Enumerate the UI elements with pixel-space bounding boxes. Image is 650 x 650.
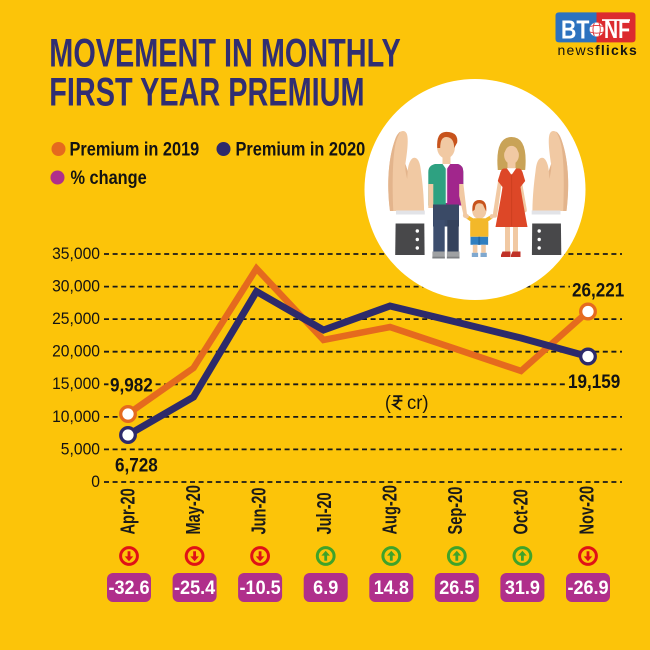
svg-text:0: 0: [91, 473, 100, 491]
svg-text:Jul-20: Jul-20: [313, 492, 336, 534]
svg-text:May-20: May-20: [182, 485, 205, 535]
svg-text:5,000: 5,000: [61, 440, 100, 458]
svg-text:Premium in 2020: Premium in 2020: [236, 138, 366, 159]
svg-text:(: (: [385, 391, 392, 413]
svg-text:14.8: 14.8: [374, 577, 409, 599]
svg-text:-32.6: -32.6: [108, 577, 149, 599]
svg-text:% change: % change: [71, 167, 147, 188]
svg-text:Oct-20: Oct-20: [509, 489, 532, 535]
svg-text:6,728: 6,728: [115, 455, 158, 476]
svg-text:10,000: 10,000: [52, 407, 100, 425]
svg-text:-10.5: -10.5: [240, 577, 281, 599]
svg-text:20,000: 20,000: [52, 342, 100, 360]
svg-text:BT: BT: [561, 16, 590, 46]
svg-text:26,221: 26,221: [572, 280, 624, 301]
svg-text:Apr-20: Apr-20: [116, 488, 139, 534]
svg-text:cr): cr): [407, 393, 429, 415]
svg-text:-26.9: -26.9: [567, 577, 608, 599]
svg-text:Sep-20: Sep-20: [444, 486, 467, 534]
svg-text:Nov-20: Nov-20: [575, 486, 598, 535]
svg-text:31.9: 31.9: [505, 577, 540, 599]
svg-text:FIRST YEAR PREMIUM: FIRST YEAR PREMIUM: [49, 71, 364, 115]
svg-text:19,159: 19,159: [568, 371, 620, 392]
svg-text:MOVEMENT IN MONTHLY: MOVEMENT IN MONTHLY: [49, 32, 401, 76]
svg-text:newsflicks: newsflicks: [558, 42, 638, 58]
svg-text:25,000: 25,000: [52, 310, 100, 328]
svg-text:35,000: 35,000: [52, 245, 100, 263]
svg-text:NF: NF: [604, 14, 630, 43]
svg-text:Jun-20: Jun-20: [247, 487, 270, 534]
svg-text:Aug-20: Aug-20: [378, 485, 401, 535]
svg-text:26.5: 26.5: [439, 577, 474, 599]
svg-text:-25.4: -25.4: [174, 577, 216, 599]
svg-text:9,982: 9,982: [110, 375, 153, 396]
svg-text:6.9: 6.9: [313, 577, 338, 599]
svg-text:Premium in 2019: Premium in 2019: [70, 138, 200, 159]
svg-text:15,000: 15,000: [52, 375, 100, 393]
svg-text:30,000: 30,000: [52, 277, 100, 295]
